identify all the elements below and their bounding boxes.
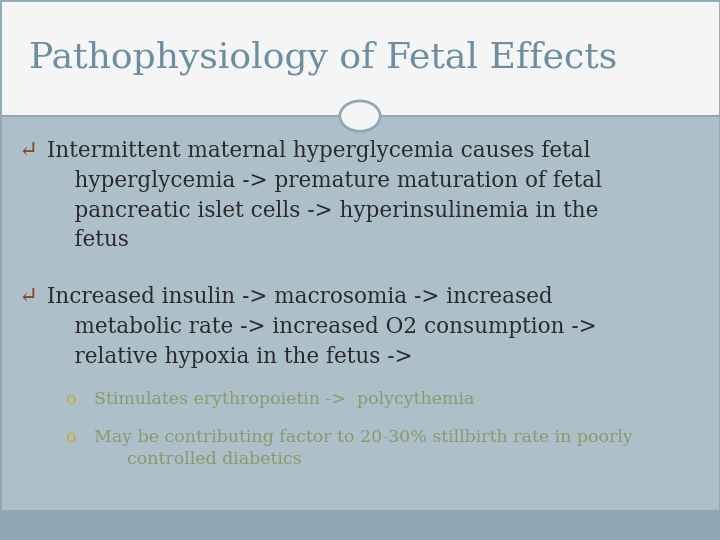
FancyBboxPatch shape: [0, 116, 720, 510]
Text: May be contributing factor to 20-30% stillbirth rate in poorly
      controlled : May be contributing factor to 20-30% sti…: [94, 429, 632, 469]
Text: o: o: [65, 429, 76, 446]
Text: Intermittent maternal hyperglycemia causes fetal
    hyperglycemia -> premature : Intermittent maternal hyperglycemia caus…: [47, 140, 602, 251]
Text: o: o: [65, 392, 76, 408]
FancyBboxPatch shape: [0, 510, 720, 540]
Text: ↵: ↵: [18, 140, 37, 163]
Text: Increased insulin -> macrosomia -> increased
    metabolic rate -> increased O2 : Increased insulin -> macrosomia -> incre…: [47, 286, 597, 368]
Text: Pathophysiology of Fetal Effects: Pathophysiology of Fetal Effects: [29, 41, 617, 75]
Circle shape: [340, 101, 380, 131]
FancyBboxPatch shape: [0, 0, 720, 116]
Text: Stimulates erythropoietin ->  polycythemia: Stimulates erythropoietin -> polycythemi…: [94, 392, 474, 408]
Text: ↵: ↵: [18, 286, 37, 308]
